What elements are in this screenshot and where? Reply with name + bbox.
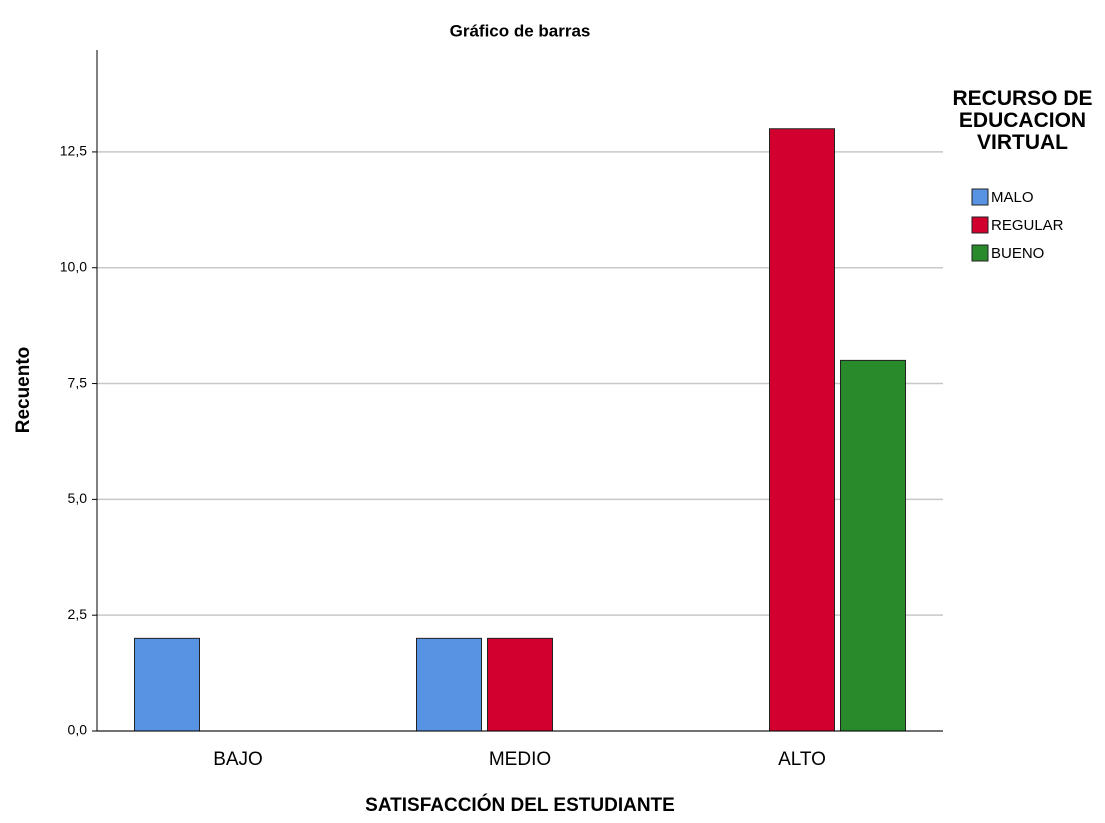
bar [134, 637, 200, 732]
bar [769, 128, 835, 732]
y-tick-label: 10,0 [60, 258, 87, 274]
y-axis-label: Recuento [13, 347, 34, 434]
y-tick-label: 5,0 [68, 490, 88, 506]
bar [840, 359, 906, 732]
y-tick-label: 2,5 [68, 606, 88, 622]
legend-label: BUENO [991, 245, 1044, 262]
legend-swatch [971, 216, 989, 234]
legend-swatch [971, 188, 989, 206]
chart-title: Gráfico de barras [450, 21, 591, 40]
legend-label: MALO [991, 189, 1034, 206]
y-tick-label: 12,5 [60, 143, 87, 159]
x-tick-label: ALTO [778, 749, 826, 770]
legend-label: REGULAR [991, 217, 1064, 234]
bar [416, 637, 482, 732]
y-tick-label: 0,0 [68, 722, 88, 738]
x-tick-label: MEDIO [489, 749, 551, 770]
y-tick-label: 7,5 [68, 374, 88, 390]
x-tick-label: BAJO [213, 749, 263, 770]
legend-swatch [971, 244, 989, 262]
x-axis-label: SATISFACCIÓN DEL ESTUDIANTE [365, 794, 675, 816]
legend-title: RECURSO DE EDUCACION VIRTUAL [952, 87, 1093, 154]
bar [487, 637, 553, 732]
